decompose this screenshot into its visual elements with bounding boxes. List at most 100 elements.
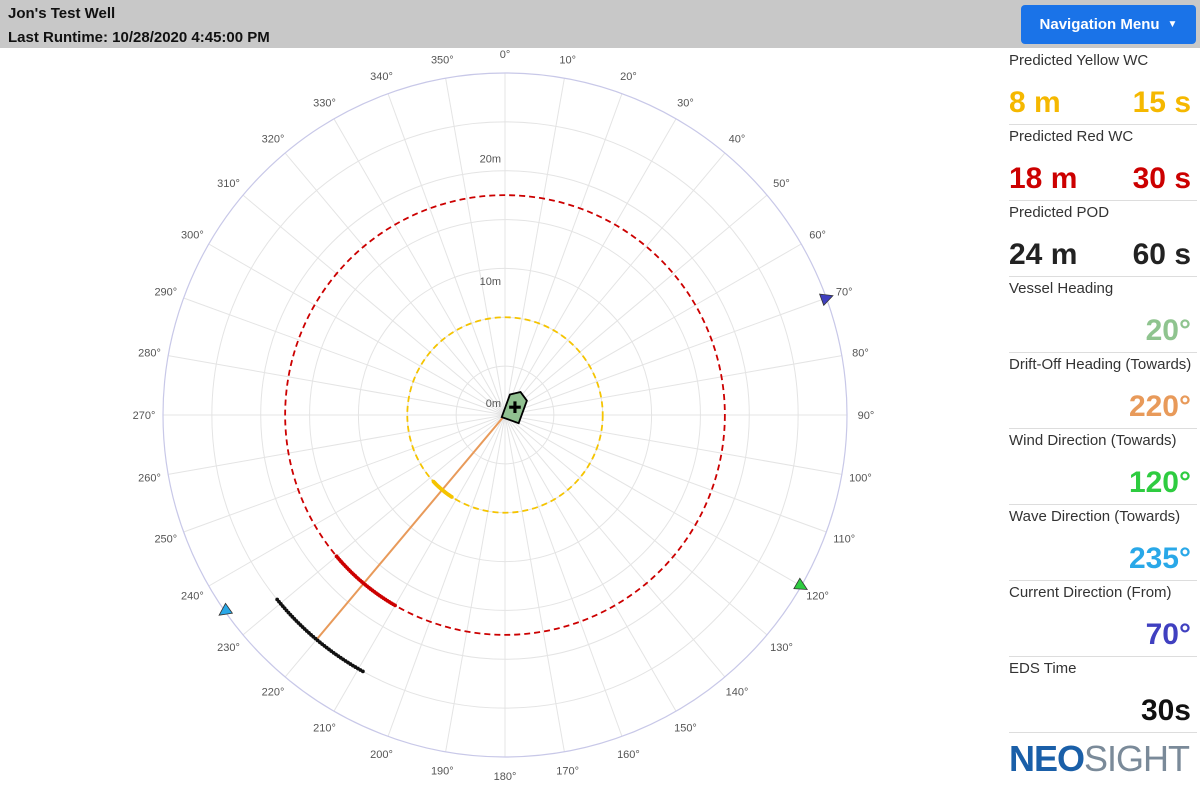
metric-value-time: 30 s [1132, 162, 1191, 195]
wind-direction-marker [793, 577, 809, 590]
radial-grid-line [504, 93, 623, 416]
polar-plot: 0° 10° 20° 30° 40° 50° 60° 70° 80° 90° 100° 110° 120… [133, 49, 875, 783]
angle-tick-label: 310° [217, 178, 240, 190]
angle-tick-label: 90° [858, 410, 875, 422]
angle-tick-label: 140° [726, 686, 749, 698]
radial-grid-line [504, 414, 726, 678]
angle-tick-label: 50° [773, 178, 790, 190]
radial-grid-line [208, 414, 506, 587]
metric-label: Vessel Heading [1009, 280, 1114, 297]
radial-grid-line [445, 414, 506, 752]
grid-circle [211, 121, 799, 709]
metric-label: Current Direction (From) [1009, 584, 1172, 601]
metric-eds-time: EDS Time 30s [1009, 656, 1197, 733]
navigation-menu-button[interactable]: Navigation Menu ▼ [1021, 5, 1196, 44]
angle-tick-label: 280° [138, 347, 161, 359]
metric-pod: Predicted POD 24 m 60 s [1009, 200, 1197, 277]
radial-tick-label: 10m [480, 276, 501, 288]
angle-tick-label: 30° [677, 97, 694, 109]
red-watch-circle [284, 194, 726, 636]
radial-grid-line [504, 194, 768, 416]
angle-tick-label: 220° [262, 686, 285, 698]
radial-tick-label: 20m [480, 154, 501, 166]
grid-circle [357, 267, 653, 563]
radial-grid-line [333, 414, 506, 712]
metric-label: Predicted Yellow WC [1009, 52, 1149, 69]
well-name: Jon's Test Well [8, 5, 116, 22]
angle-tick-label: 350° [431, 55, 454, 67]
radial-grid-line [168, 414, 506, 475]
metric-label: EDS Time [1009, 660, 1077, 677]
radial-grid-line [504, 414, 842, 475]
metrics-panel: Predicted Yellow WC 8 m 15 s Predicted R… [1009, 48, 1200, 795]
metric-value: 235° [1128, 542, 1191, 575]
metric-drift-heading: Drift-Off Heading (Towards) 220° [1009, 352, 1197, 429]
radial-grid-line [445, 78, 506, 416]
radial-grid-line [504, 355, 842, 416]
metric-label: Wind Direction (Towards) [1009, 432, 1177, 449]
radial-grid-line [504, 414, 677, 712]
angle-tick-label: 320° [262, 134, 285, 146]
metric-value: 220° [1128, 390, 1191, 423]
angle-tick-label: 40° [729, 134, 746, 146]
grid-circle [260, 170, 750, 660]
angle-tick-label: 270° [133, 410, 156, 422]
angle-tick-label: 250° [154, 533, 177, 545]
angle-tick-label: 180° [494, 771, 517, 783]
angle-tick-label: 240° [181, 590, 204, 602]
logo-text-neo: NEO [1009, 738, 1085, 779]
radial-grid-line [504, 243, 802, 416]
angle-tick-label: 10° [559, 55, 576, 67]
radial-tick-label: 0m [486, 398, 501, 410]
last-runtime: Last Runtime: 10/28/2020 4:45:00 PM [8, 29, 270, 46]
radial-grid-line [333, 118, 506, 416]
metric-value-distance: 24 m [1009, 238, 1078, 271]
metric-wind-direction: Wind Direction (Towards) 120° [1009, 428, 1197, 505]
metric-wave-direction: Wave Direction (Towards) 235° [1009, 504, 1197, 581]
angle-tick-label: 290° [154, 287, 177, 299]
metric-value-distance: 8 m [1009, 86, 1061, 119]
metric-value-time: 15 s [1132, 86, 1191, 119]
angle-tick-label: 80° [852, 347, 869, 359]
caret-down-icon: ▼ [1167, 19, 1178, 30]
radial-grid-line [504, 78, 565, 416]
trajectory-point [431, 479, 436, 484]
grid-circle [309, 219, 701, 611]
radial-grid-line [168, 355, 506, 416]
metric-label: Drift-Off Heading (Towards) [1009, 356, 1192, 373]
metric-label: Predicted Red WC [1009, 128, 1134, 145]
metric-vessel-heading: Vessel Heading 20° [1009, 276, 1197, 353]
angle-tick-label: 60° [809, 230, 826, 242]
vessel-icon [500, 390, 528, 425]
metric-value: 30s [1140, 694, 1191, 727]
neosight-logo: NEOSIGHT [1009, 738, 1197, 779]
yellow-watch-circle [406, 316, 604, 514]
angle-tick-label: 130° [770, 642, 793, 654]
metric-value: 20° [1145, 314, 1191, 347]
radial-grid-line [242, 414, 506, 636]
metric-red-wc: Predicted Red WC 18 m 30 s [1009, 124, 1197, 201]
current-direction-marker [819, 293, 834, 307]
angle-tick-label: 120° [806, 590, 829, 602]
radial-grid-line [387, 414, 506, 737]
angle-tick-label: 210° [313, 723, 336, 735]
angle-tick-label: 150° [674, 723, 697, 735]
radial-grid-line [504, 414, 827, 533]
angle-tick-label: 300° [181, 230, 204, 242]
radial-grid-line [504, 297, 827, 416]
metric-yellow-wc: Predicted Yellow WC 8 m 15 s [1009, 48, 1197, 125]
angle-tick-label: 230° [217, 642, 240, 654]
wave-direction-marker [218, 602, 234, 616]
angle-tick-label: 330° [313, 97, 336, 109]
metric-label: Predicted POD [1009, 204, 1110, 221]
angle-tick-label: 70° [836, 287, 853, 299]
vessel-center-icon: ✚ [508, 398, 521, 417]
trajectory-point [275, 597, 280, 602]
angle-tick-label: 340° [370, 71, 393, 83]
metric-value: 70° [1145, 618, 1191, 651]
outer-circle [162, 72, 848, 758]
angle-tick-label: 170° [556, 765, 579, 777]
logo-text-sight: SIGHT [1084, 738, 1190, 779]
radial-grid-line [183, 414, 506, 533]
angle-tick-label: 200° [370, 749, 393, 761]
